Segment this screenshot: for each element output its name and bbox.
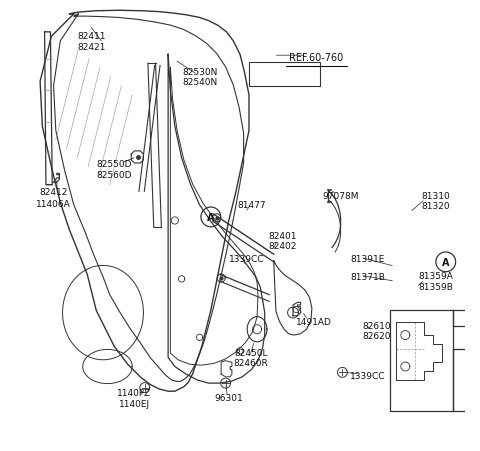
Text: 82412: 82412 [39, 188, 68, 196]
Text: 82411
82421: 82411 82421 [77, 32, 106, 51]
Text: 81310
81320: 81310 81320 [421, 191, 450, 211]
Text: 82550D
82560D: 82550D 82560D [96, 160, 132, 179]
Text: A: A [442, 257, 449, 267]
Text: REF.60-760: REF.60-760 [289, 52, 344, 62]
Text: 82401
82402: 82401 82402 [268, 231, 297, 251]
Text: 1339CC: 1339CC [229, 255, 264, 263]
Text: 81359A
81359B: 81359A 81359B [418, 272, 453, 291]
Text: 1491AD: 1491AD [296, 318, 332, 327]
Text: 1339CC: 1339CC [350, 371, 386, 380]
Text: 81477: 81477 [237, 201, 265, 210]
Bar [391, 311, 454, 411]
Text: 11406A: 11406A [36, 199, 71, 208]
Bar [249, 63, 320, 87]
Text: 97078M: 97078M [323, 192, 360, 201]
Text: 96301: 96301 [215, 394, 243, 403]
Text: 82450L
82460R: 82450L 82460R [234, 348, 269, 368]
Text: 81391E: 81391E [351, 255, 385, 263]
Text: 81371B: 81371B [350, 272, 385, 281]
Text: A: A [207, 212, 215, 222]
Text: 82530N
82540N: 82530N 82540N [182, 68, 217, 87]
Text: 1140FZ
1140EJ: 1140FZ 1140EJ [118, 388, 152, 408]
Text: 82610
82620: 82610 82620 [363, 321, 391, 341]
